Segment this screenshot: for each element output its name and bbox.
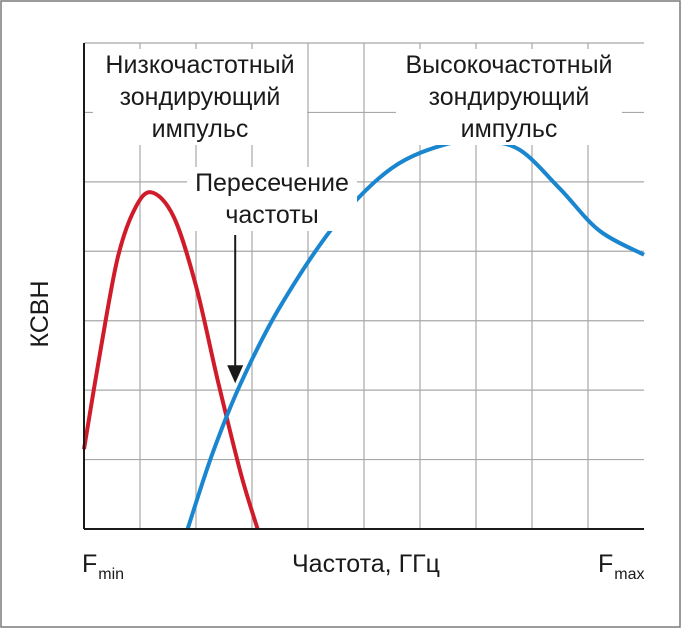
- curves: [82, 138, 645, 530]
- annotation-low-line: импульс: [152, 115, 249, 143]
- x-tick-label-fmax: Fmax: [598, 550, 645, 583]
- crossing-arrow-head: [227, 365, 244, 384]
- annotation-high-line: зондирующий: [429, 83, 590, 111]
- annotation-labels: Низкочастотный зондирующий импульс Высокоча…: [93, 49, 622, 384]
- annotation-low-line: Низкочастотный: [105, 51, 294, 79]
- low-frequency-pulse-curve: [82, 190, 260, 530]
- x-tick-label-fmin: Fmin: [82, 550, 124, 583]
- x-axis-label: Частота, ГГц: [292, 550, 440, 578]
- annotation-background: [187, 167, 357, 231]
- annotation-crossing-line: частоты: [225, 201, 318, 229]
- y-axis-label: КСВН: [26, 280, 54, 347]
- high-frequency-pulse-curve: [185, 138, 645, 530]
- annotation-background: [396, 49, 622, 145]
- annotation-low-line: зондирующий: [120, 83, 281, 111]
- annotation-crossing-line: Пересечение: [195, 169, 349, 197]
- annotation-high-line: импульс: [461, 115, 558, 143]
- annotation-background: [93, 49, 307, 145]
- annotation-high-line: Высокочастотный: [405, 51, 612, 79]
